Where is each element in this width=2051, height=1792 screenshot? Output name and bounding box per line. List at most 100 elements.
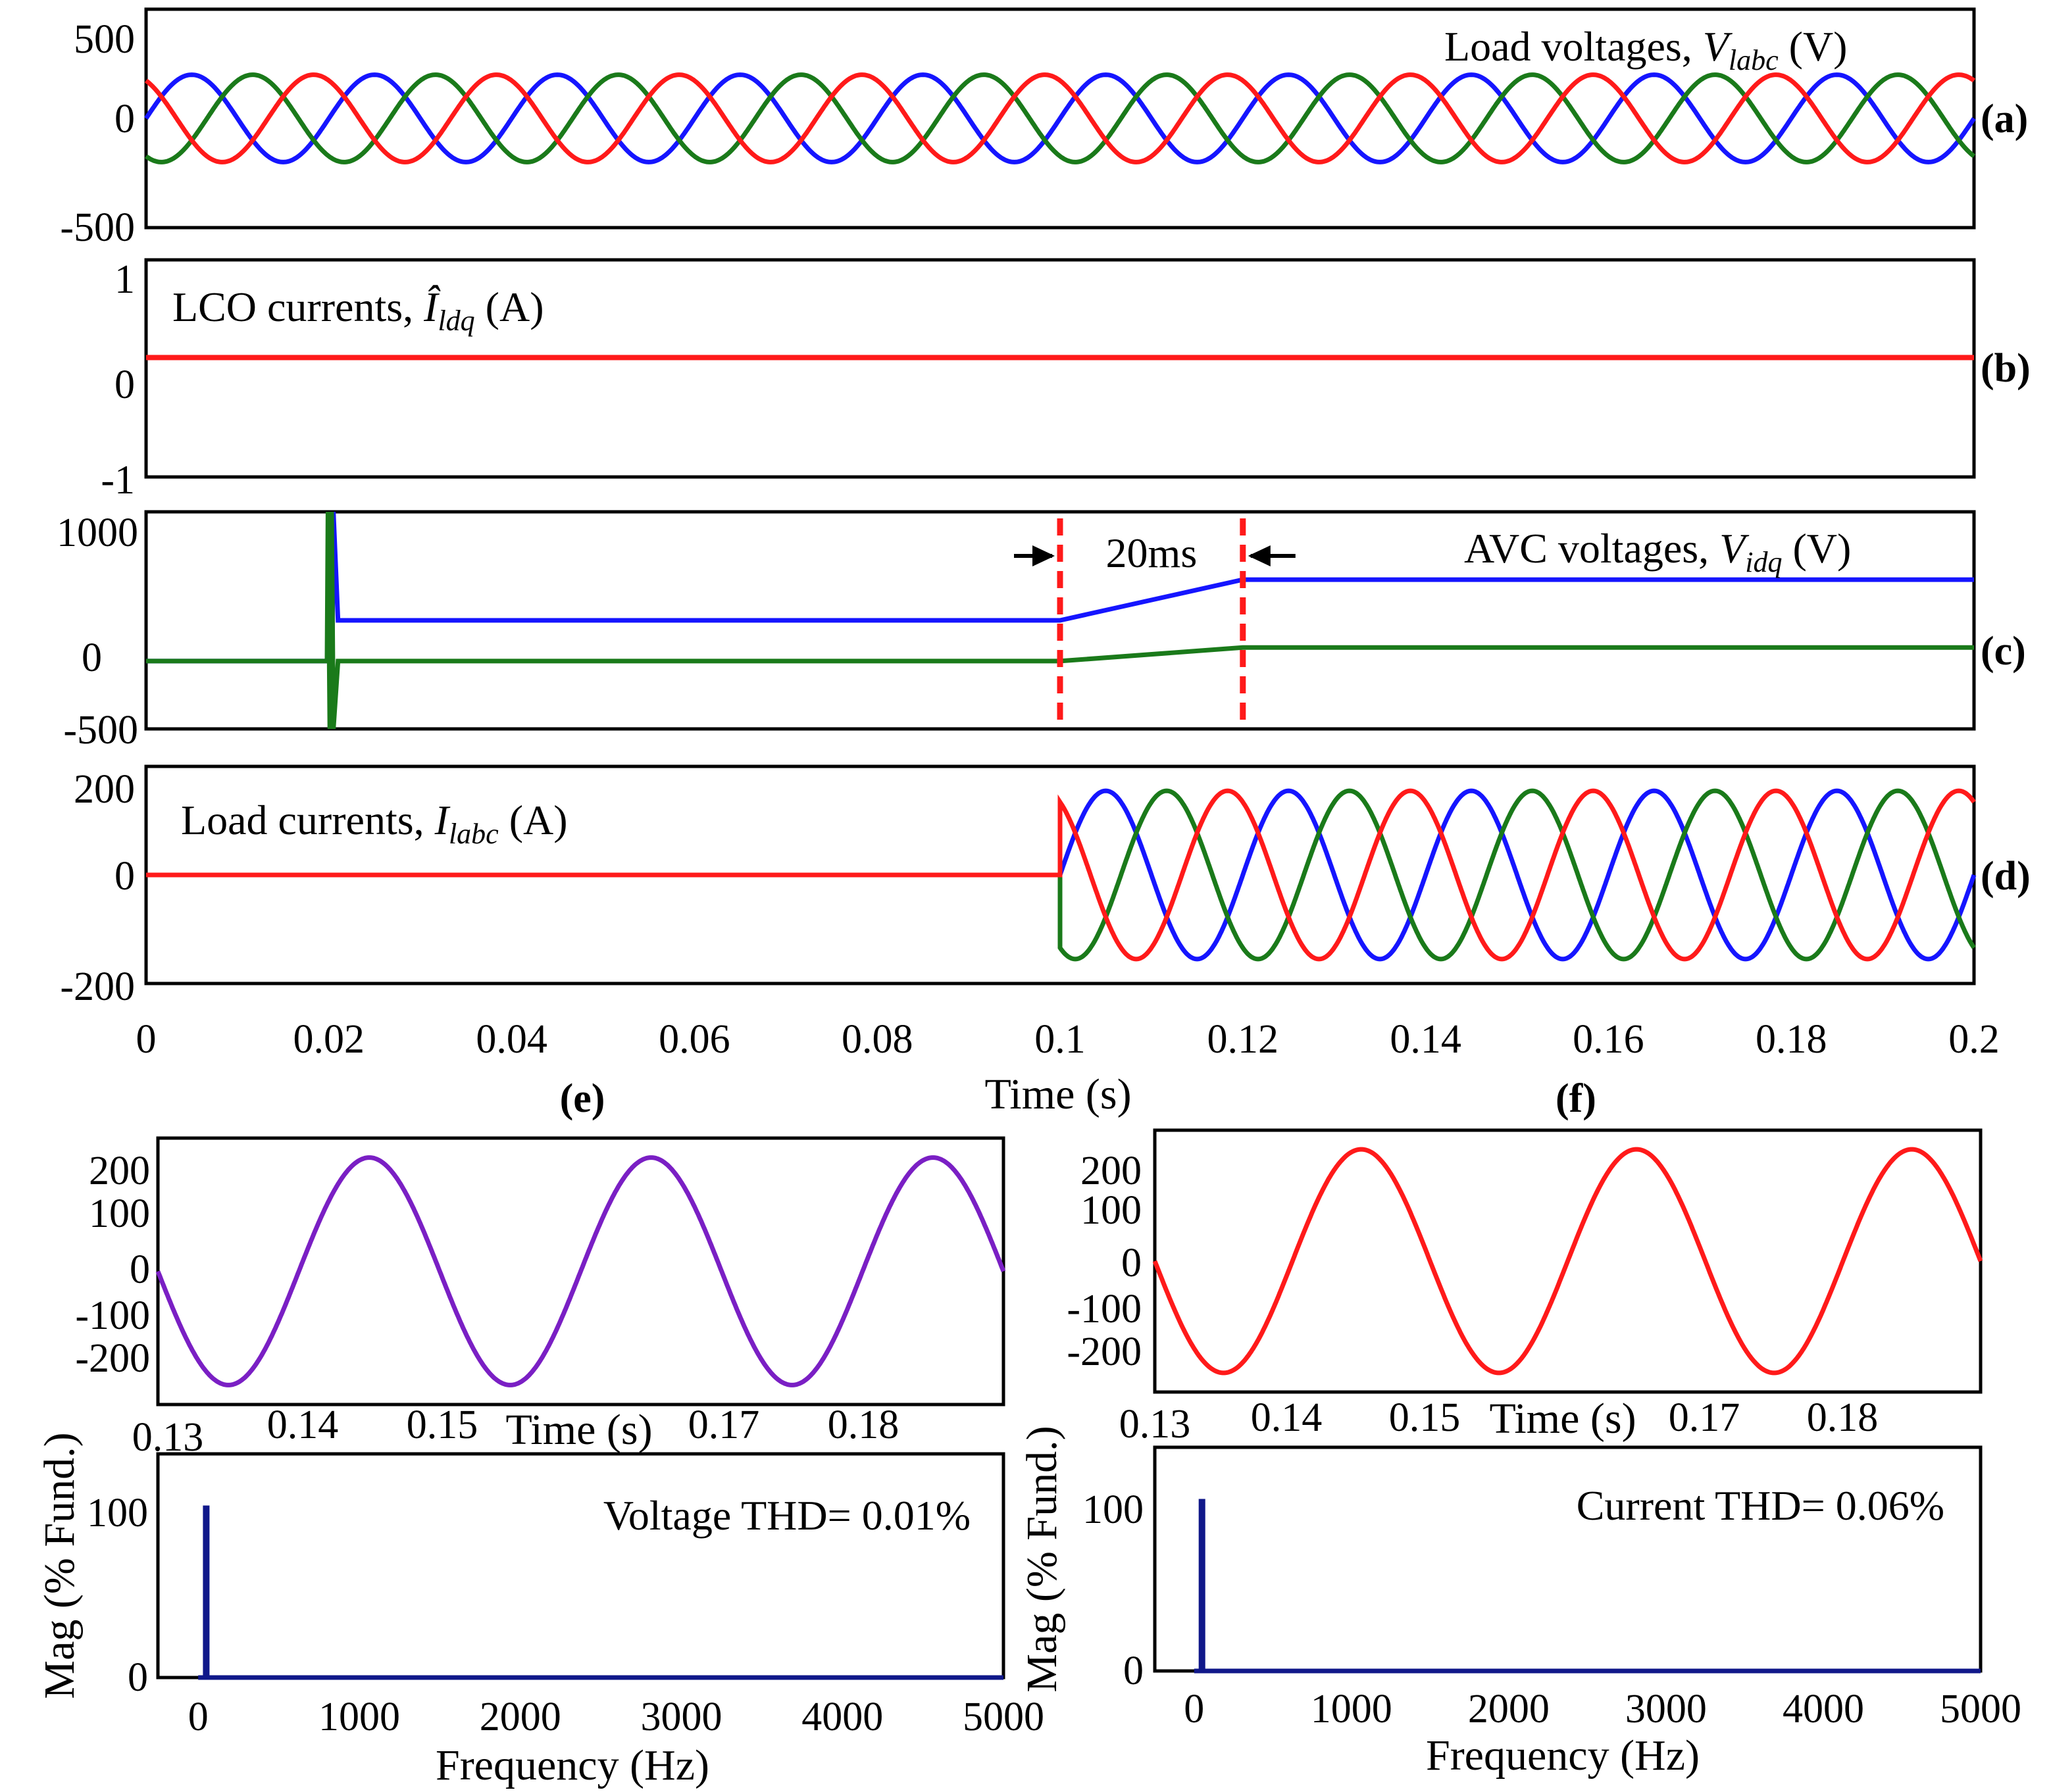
panel-c-title-sub: idq [1745,546,1782,578]
panel-f-tag: (f) [1556,1076,1596,1121]
panel-f-wave-xtick-4: 0.18 [1807,1395,1879,1440]
panel-e-wave-xtick-3: 0.17 [688,1403,760,1447]
plot-e-fft-xtick-2: 2000 [480,1695,561,1739]
panel-e-fft-frame [156,1452,1005,1680]
shared-xtick-2: 0.04 [476,1017,547,1062]
panel-f-wave-ytick-4: -200 [1067,1330,1142,1374]
panel-f-wave-xtick-0: 0.13 [1119,1402,1191,1447]
panel-e-fft-ytick-1: 0 [128,1655,148,1700]
panel-e-fft-plot [198,1505,1003,1680]
panel-a-plot [144,72,1976,164]
panel-b-ytick-1: 0 [114,362,135,407]
plot-e-wave-series-0 [155,1155,1006,1387]
panel-f-fft-xlabel: Frequency (Hz) [1426,1731,1700,1780]
shared-time-axis-label: Time (s) [984,1070,1131,1118]
panel-f-wave-ytick-1: 100 [1080,1188,1142,1233]
shared-xtick-8: 0.16 [1573,1017,1644,1062]
panel-d-title-sub: labc [449,818,499,850]
panel-d-title-unit: (A) [499,797,568,843]
panel-a-title-var: V [1703,23,1733,70]
panel-d-title-text: Load currents, [181,797,435,843]
panel-c-20ms-label: 20ms [1106,530,1198,576]
panel-c-arrow-left-head [1032,545,1055,566]
shared-xtick-10: 0.2 [1948,1017,2000,1062]
plot-f-fft-xtick-0: 0 [1184,1687,1204,1731]
panel-f-thd-text: Current THD= 0.06% [1577,1482,1944,1529]
shared-xtick-0: 0 [136,1017,157,1062]
panel-a-ytick-1: 0 [114,97,135,141]
panel-f-wave-plot [1152,1147,1983,1376]
panel-c-tag: (c) [1981,629,2026,674]
panel-e-wave-ytick-1: 100 [89,1191,150,1236]
panel-b-frame [144,258,1976,479]
plot-e-fft-xtick-0: 0 [188,1695,209,1739]
panel-e-fft-xticks: 0 1000 2000 3000 4000 5000 [188,1695,1044,1739]
panel-c-title-var: V [1719,525,1750,572]
panel-a-ytick-0: 500 [74,17,135,62]
panel-c-ytick-2: -500 [63,708,138,753]
plot-e-fft-xtick-1: 1000 [318,1695,400,1739]
shared-xtick-3: 0.06 [659,1017,730,1062]
panel-c: 1000 0 -500 AVC voltages, Vidq (V) (c) 2… [57,510,2026,753]
panel-f-fft-ytick-1: 0 [1123,1649,1144,1693]
panel-e-wave-xtick-4: 0.18 [828,1403,899,1447]
panel-d-series-2 [146,788,1976,962]
panel-e-wave-xtick-1: 0.14 [267,1403,339,1447]
panel-d-series-0 [146,788,1977,962]
panel-e-fft-ytick-0: 100 [87,1491,148,1535]
panel-e-wave-xtick-2: 0.15 [407,1403,478,1447]
panel-a-tag: (a) [1981,97,2028,141]
panel-c-frame [144,510,1976,731]
panel-b: 1 0 -1 LCO currents, Îldq (A) (b) [101,257,2030,503]
panel-f-fft-plot [1194,1499,1981,1674]
panel-d-ytick-0: 200 [74,767,135,812]
panel-c-arrow-right-head [1248,545,1271,566]
panel-b-title: LCO currents, Îldq (A) [172,284,544,337]
plot-f-wave-series-0 [1152,1147,1983,1376]
panel-d-title-var: I [434,797,451,843]
panel-c-plot [146,511,1974,730]
panel-a-ytick-2: -500 [60,205,135,250]
plot-f-fft-xtick-2: 2000 [1468,1687,1550,1731]
plot-f-fft-xtick-1: 1000 [1311,1687,1392,1731]
shared-xtick-1: 0.02 [293,1017,365,1062]
plot-f-fft-bar-0 [1198,1499,1205,1671]
plot-e-fft-xtick-4: 4000 [801,1695,883,1739]
panel-c-series-1 [146,511,1974,730]
panel-a-title-sub: labc [1729,44,1779,76]
panel-f-fft-frame [1153,1445,1983,1673]
panel-e-wave-xlabel: Time (s) [505,1406,652,1454]
panel-c-title-text: AVC voltages, [1464,525,1719,572]
panel-e-thd-text: Voltage THD= 0.01% [603,1492,971,1539]
panel-f-fft-ytick-0: 100 [1082,1487,1144,1532]
shared-xtick-5: 0.1 [1034,1017,1086,1062]
panel-f-wave-xtick-1: 0.14 [1251,1395,1323,1440]
panel-e-fft: Voltage THD= 0.01% 100 0 Mag (% Fund.) 0… [36,1432,1044,1789]
panel-b-title-unit: (A) [475,284,544,330]
panel-a-series-1 [144,72,1976,164]
panel-f-wave-ytick-3: -100 [1067,1287,1142,1332]
shared-xtick-7: 0.14 [1390,1017,1461,1062]
panel-c-title: AVC voltages, Vidq (V) [1464,525,1851,578]
panel-a-title-text: Load voltages, [1444,23,1703,70]
panel-e-tag: (e) [560,1076,605,1121]
panel-e-wave-ytick-3: -100 [75,1293,150,1338]
plot-f-fft-xtick-5: 5000 [1940,1687,2021,1731]
panel-f-wave-ytick-2: 0 [1121,1241,1142,1285]
panel-c-title-unit: (V) [1782,525,1851,572]
panel-a-series-2 [144,72,1976,164]
shared-xtick-4: 0.08 [842,1017,913,1062]
panel-d-series-1 [146,788,1976,962]
shared-time-axis-ticks: 0 0.02 0.04 0.06 0.08 0.1 0.12 0.14 0.16 0.18 0.2 [136,1017,2000,1062]
panel-a-series-0 [144,72,1976,164]
panel-f-fft-xticks: 0 1000 2000 3000 4000 5000 [1184,1687,2021,1731]
panel-d: 200 0 -200 Load currents, Ilabc (A) (d) [60,764,2031,1009]
plot-f-fft-xtick-4: 4000 [1783,1687,1864,1731]
panel-f-waveform: 0.13 0.14 0.15 Time (s) 0.17 0.18 200 10… [1067,1128,1983,1447]
panel-e-waveform: 0.13 0.14 0.15 Time (s) 0.17 0.18 200 10… [75,1136,1006,1460]
plot-e-fft-xtick-3: 3000 [641,1695,722,1739]
panel-f-fft-ylabel: Mag (% Fund.) [1018,1426,1066,1692]
panel-d-plot [146,788,1977,962]
panel-c-ytick-1: 0 [82,635,102,680]
panel-d-title: Load currents, Ilabc (A) [181,797,568,850]
